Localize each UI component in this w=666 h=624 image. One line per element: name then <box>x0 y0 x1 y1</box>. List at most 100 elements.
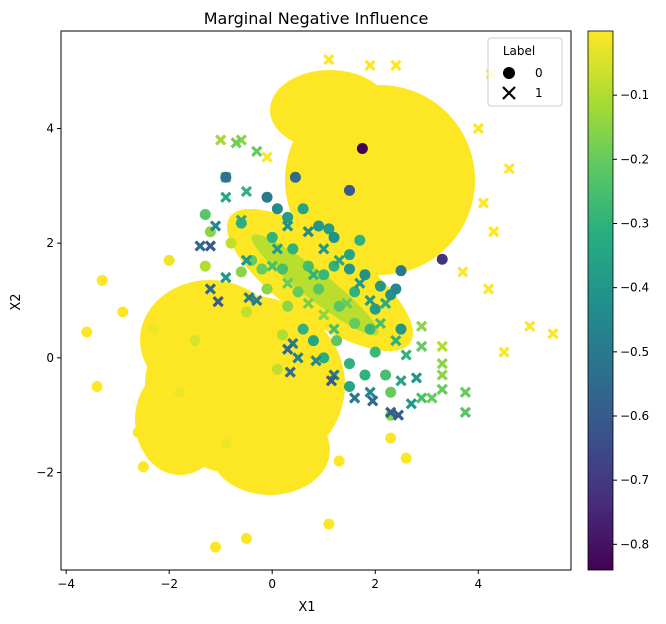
data-point-label-0 <box>333 300 345 312</box>
data-point-label-1 <box>328 369 340 381</box>
y-axis-label: X2 <box>9 293 24 310</box>
data-point-label-0 <box>287 455 299 467</box>
data-point-label-0 <box>287 243 299 255</box>
data-point-label-1 <box>292 352 304 364</box>
data-point-label-1 <box>215 134 227 146</box>
data-point-label-0 <box>96 274 108 286</box>
data-point-label-0 <box>220 438 232 450</box>
x-tick-label: 0 <box>268 577 276 591</box>
data-point-label-1 <box>328 323 340 335</box>
data-point-label-0 <box>256 263 268 275</box>
data-point-label-1 <box>436 369 448 381</box>
data-point-label-1 <box>503 162 515 175</box>
plot-frame <box>60 30 572 571</box>
data-point-label-0 <box>354 234 366 246</box>
data-point-label-1 <box>338 99 350 112</box>
data-point-label-1 <box>415 392 428 404</box>
data-point-label-1 <box>446 151 459 163</box>
data-point-label-1 <box>307 269 320 281</box>
data-point-label-0 <box>364 323 376 335</box>
data-point-label-0 <box>307 335 319 347</box>
data-point-label-0 <box>271 363 283 375</box>
y-tick-label: 0 <box>46 351 54 365</box>
data-point-label-1 <box>220 271 232 284</box>
data-point-label-0 <box>261 283 273 295</box>
data-point-label-0 <box>328 231 340 243</box>
data-point-label-0 <box>369 303 381 315</box>
colorbar-tick-label: −0.4 <box>620 281 649 295</box>
data-point-label-1 <box>349 392 361 404</box>
data-point-label-1 <box>390 59 402 72</box>
data-point-label-1 <box>220 191 232 203</box>
data-point-label-1 <box>302 297 314 309</box>
data-point-label-1 <box>204 240 217 252</box>
data-point-label-1 <box>524 320 536 332</box>
legend-title: Label <box>503 44 535 58</box>
data-point-label-1 <box>459 406 472 418</box>
data-point-label-1 <box>436 383 448 396</box>
data-point-label-0 <box>271 203 283 215</box>
data-point-label-1 <box>426 392 438 404</box>
colorbar-ticks: −0.1 −0.2 −0.3 −0.4 −0.5 −0.6 −0.7 −0.8 <box>613 88 649 551</box>
data-point-label-0 <box>277 263 289 275</box>
data-point-label-1 <box>482 283 495 295</box>
data-point-label-1 <box>410 372 423 384</box>
data-point-label-0 <box>313 283 325 295</box>
data-point-label-1 <box>243 292 255 304</box>
data-point-label-1 <box>282 343 294 355</box>
data-point-label-0 <box>323 223 335 235</box>
data-point-label-0 <box>374 280 386 292</box>
legend-x-marker <box>502 86 516 100</box>
data-point-label-1 <box>271 243 283 255</box>
data-point-label-0 <box>235 217 247 229</box>
data-point-label-0 <box>81 326 93 338</box>
data-point-label-1 <box>323 54 335 66</box>
data-point-label-1 <box>194 240 206 252</box>
y-tick-label: 2 <box>46 236 54 250</box>
data-point-label-1 <box>415 320 428 332</box>
data-point-label-1 <box>415 340 428 353</box>
data-point-label-0 <box>240 306 252 318</box>
label-1-cluster-core <box>270 70 390 150</box>
data-point-label-0 <box>266 231 278 243</box>
data-point-label-1 <box>230 137 242 149</box>
data-point-label-0 <box>349 286 361 298</box>
data-point-label-0 <box>148 323 160 335</box>
data-point-label-0 <box>343 249 355 261</box>
data-point-label-0 <box>163 461 175 473</box>
data-point-label-1 <box>405 398 417 410</box>
data-point-label-0 <box>349 317 361 329</box>
data-point-label-1 <box>307 134 320 146</box>
data-point-label-0 <box>343 358 355 370</box>
data-point-label-1 <box>318 309 330 321</box>
x-tick-label: 2 <box>371 577 379 591</box>
data-point-label-1 <box>235 214 247 226</box>
data-point-label-0 <box>289 171 301 183</box>
data-point-label-1 <box>261 151 273 163</box>
data-point-label-0 <box>199 260 211 272</box>
data-point-label-0 <box>199 208 211 220</box>
data-point-label-1 <box>400 349 412 361</box>
data-point-label-0 <box>302 260 314 272</box>
data-point-label-1 <box>374 317 387 330</box>
data-point-label-0 <box>117 306 129 318</box>
data-point-label-0 <box>359 269 371 281</box>
data-point-label-0 <box>132 426 144 438</box>
data-point-label-1 <box>204 283 217 295</box>
data-point-label-1 <box>379 297 392 309</box>
data-point-label-1 <box>364 386 376 398</box>
data-point-label-0 <box>331 335 343 347</box>
legend-entry-0: 0 <box>535 66 543 80</box>
data-point-label-1 <box>212 296 224 308</box>
data-point-label-0 <box>333 455 345 467</box>
data-point-label-1 <box>367 395 379 407</box>
colorbar-tick-label: −0.5 <box>620 345 649 359</box>
label-0-cluster-core <box>210 405 330 495</box>
data-point-label-1 <box>385 406 397 418</box>
data-point-label-0 <box>173 386 185 398</box>
legend-entry-1: 1 <box>535 86 543 100</box>
data-point-label-1 <box>459 386 472 398</box>
data-point-label-0 <box>240 532 252 544</box>
data-point-label-1 <box>364 59 376 72</box>
data-point-label-1 <box>392 409 405 421</box>
